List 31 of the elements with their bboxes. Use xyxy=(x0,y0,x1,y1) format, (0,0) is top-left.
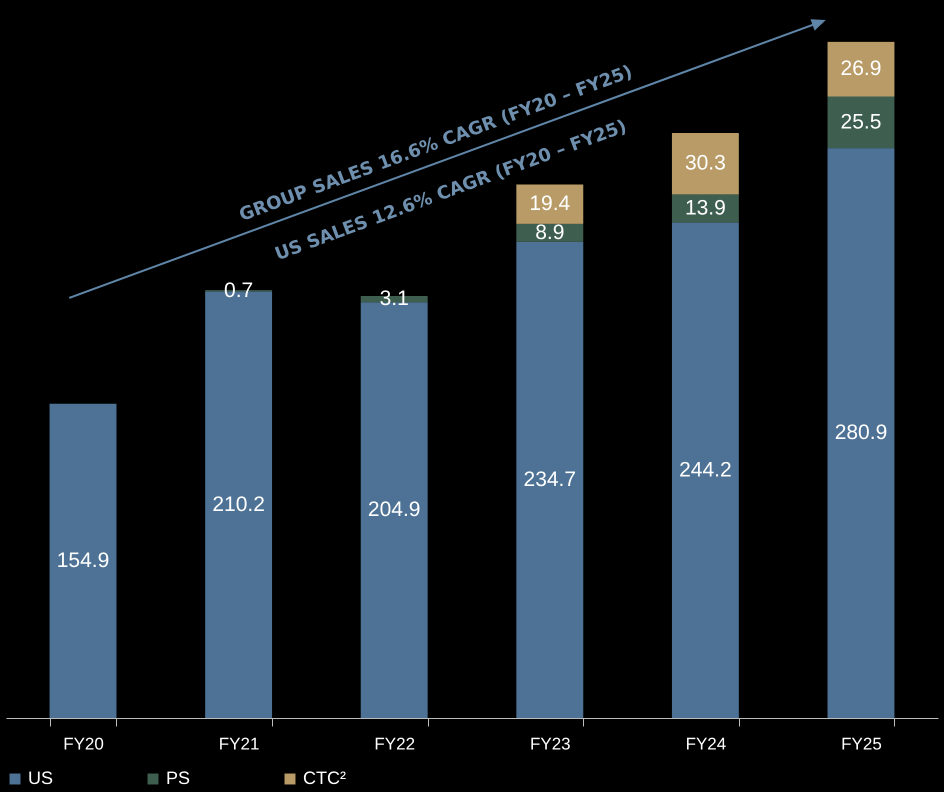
legend-label: CTC² xyxy=(303,768,346,788)
x-tick-label: FY23 xyxy=(530,734,571,754)
bar xyxy=(828,96,894,148)
bar xyxy=(672,132,739,194)
bar xyxy=(50,404,116,718)
bar xyxy=(672,222,739,718)
data-label: 3.1 xyxy=(380,287,409,310)
legend-label: US xyxy=(28,768,54,788)
data-label: 26.9 xyxy=(840,57,882,80)
x-tick-label: FY21 xyxy=(218,734,260,754)
legend-label: PS xyxy=(166,768,190,788)
x-tick-label: FY24 xyxy=(686,734,726,754)
bar xyxy=(516,242,584,718)
x-tick-label: FY22 xyxy=(374,734,416,754)
data-label: 0.7 xyxy=(224,278,254,302)
data-label: 280.9 xyxy=(834,421,888,444)
bar xyxy=(828,42,894,96)
x-tick-label: FY20 xyxy=(63,734,104,754)
bar xyxy=(516,184,584,224)
x-tick-label: FY25 xyxy=(841,734,882,754)
data-label: 210.2 xyxy=(212,492,265,516)
data-label: 154.9 xyxy=(56,548,110,572)
data-label: 8.9 xyxy=(535,220,564,244)
data-label: 244.2 xyxy=(679,458,732,482)
bar xyxy=(828,148,894,718)
data-label: 234.7 xyxy=(524,468,576,491)
data-label: 204.9 xyxy=(368,498,420,522)
data-label: 30.3 xyxy=(684,152,726,175)
data-label: 13.9 xyxy=(684,196,726,220)
data-label: 25.5 xyxy=(840,110,882,134)
data-label: 19.4 xyxy=(529,192,571,216)
